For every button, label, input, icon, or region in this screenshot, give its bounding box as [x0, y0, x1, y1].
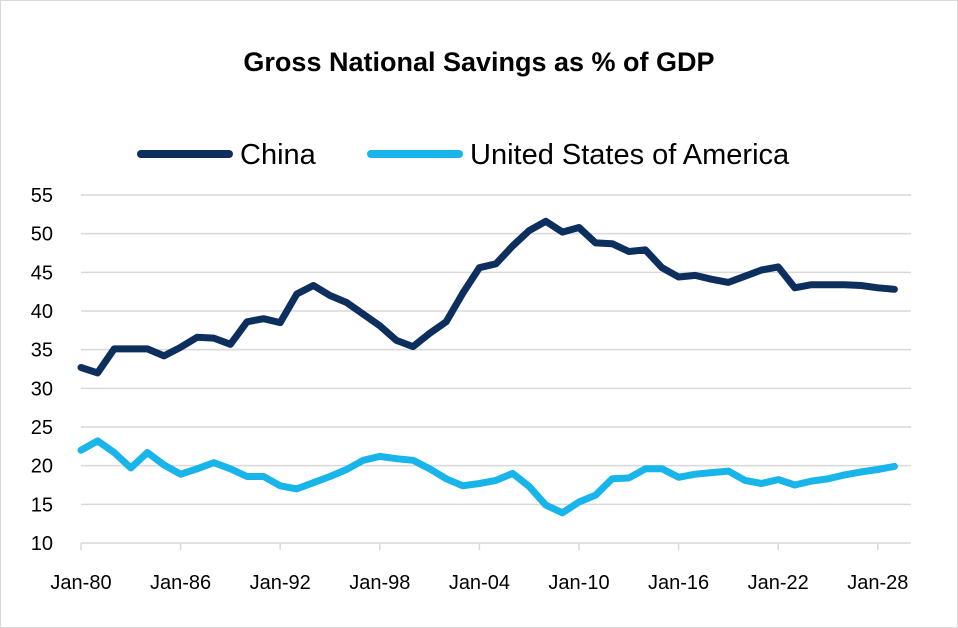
x-tick-label-5: Jan-10 [548, 572, 609, 594]
y-tick-label-15: 15 [31, 494, 53, 516]
chart-title: Gross National Savings as % of GDP [243, 47, 714, 77]
y-tick-label-25: 25 [31, 417, 53, 439]
y-tick-label-35: 35 [31, 340, 53, 362]
legend-label-usa: United States of America [470, 139, 790, 171]
y-tick-label-30: 30 [31, 378, 53, 400]
y-tick-label-40: 40 [31, 301, 53, 323]
series-line-china [77, 217, 898, 377]
x-tick-label-7: Jan-22 [748, 572, 809, 594]
y-tick-label-10: 10 [31, 533, 53, 555]
gridlines [81, 194, 911, 506]
y-tick-label-20: 20 [31, 456, 53, 478]
y-axis-ticks: 10 15 20 25 30 35 40 45 50 55 [31, 185, 53, 555]
legend: China United States of America [137, 139, 790, 171]
x-axis-ticks: Jan-80 Jan-86 Jan-92 Jan-98 Jan-04 Jan-10 Jan-… [50, 543, 908, 594]
y-tick-label-50: 50 [31, 224, 53, 246]
x-tick-label-4: Jan-04 [449, 572, 510, 594]
x-tick-label-3: Jan-98 [349, 572, 410, 594]
x-tick-label-1: Jan-86 [150, 572, 211, 594]
series-lines [77, 217, 898, 517]
x-tick-label-6: Jan-16 [648, 572, 709, 594]
y-tick-label-45: 45 [31, 262, 53, 284]
x-tick-label-2: Jan-92 [250, 572, 311, 594]
y-tick-label-55: 55 [31, 185, 53, 207]
x-tick-label-8: Jan-28 [847, 572, 908, 594]
series-line-usa [77, 437, 898, 517]
legend-label-china: China [240, 139, 317, 171]
x-tick-label-0: Jan-80 [50, 572, 111, 594]
